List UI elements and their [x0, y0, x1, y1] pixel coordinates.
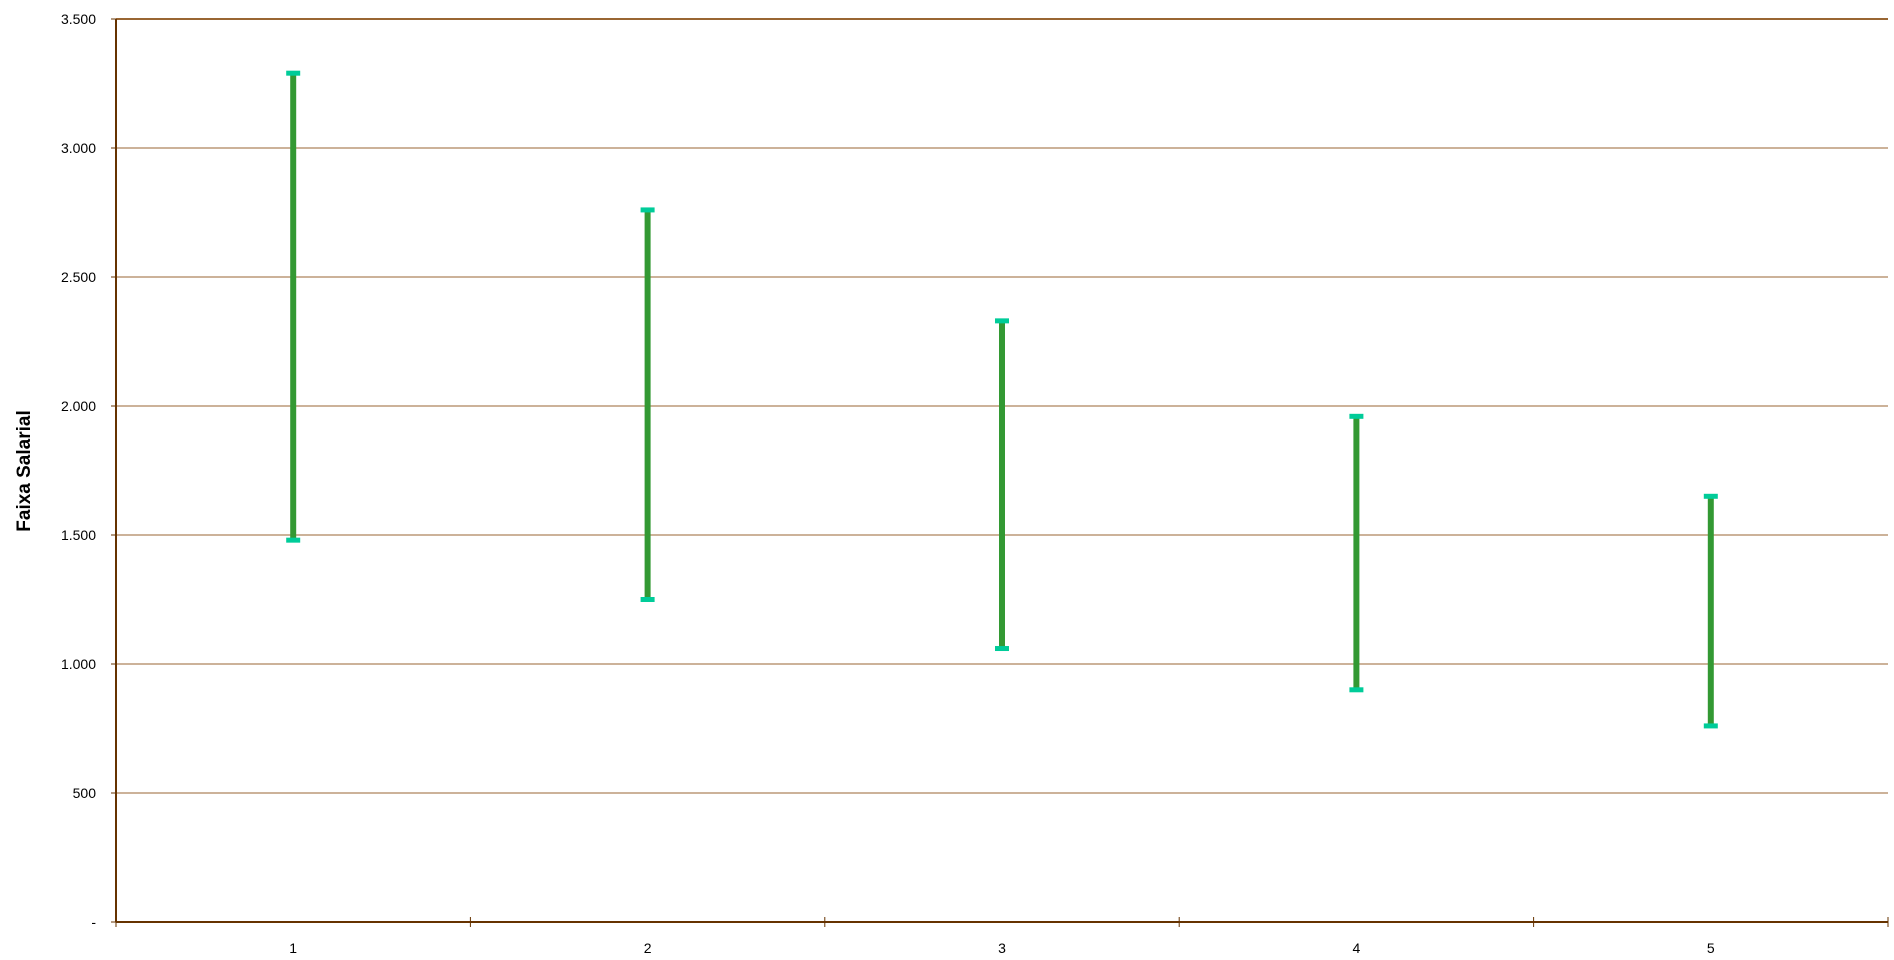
- y-tick-label: -: [91, 914, 96, 930]
- x-tick-label: 4: [1353, 940, 1361, 956]
- x-tick-label: 3: [998, 940, 1006, 956]
- y-tick-label: 1.000: [61, 656, 96, 672]
- y-tick-label: 1.500: [61, 527, 96, 543]
- x-tick-label: 1: [289, 940, 297, 956]
- range-bars: [286, 70, 1718, 729]
- x-tick-labels: 1 2 3 4 5: [289, 940, 1715, 956]
- y-tick-label: 3.000: [61, 140, 96, 156]
- y-tick-label: 500: [73, 785, 97, 801]
- x-tick-label: 2: [644, 940, 652, 956]
- y-tick-label: 2.000: [61, 398, 96, 414]
- gridlines: [116, 18, 1888, 794]
- y-axis-title: Faixa Salarial: [14, 410, 35, 531]
- axes: [111, 18, 1889, 927]
- y-tick-label: 2.500: [61, 269, 96, 285]
- x-tick-label: 5: [1707, 940, 1715, 956]
- y-tick-label: 3.500: [61, 11, 96, 27]
- y-tick-labels: - 500 1.000 1.500 2.000 2.500 3.000 3.500: [61, 11, 96, 930]
